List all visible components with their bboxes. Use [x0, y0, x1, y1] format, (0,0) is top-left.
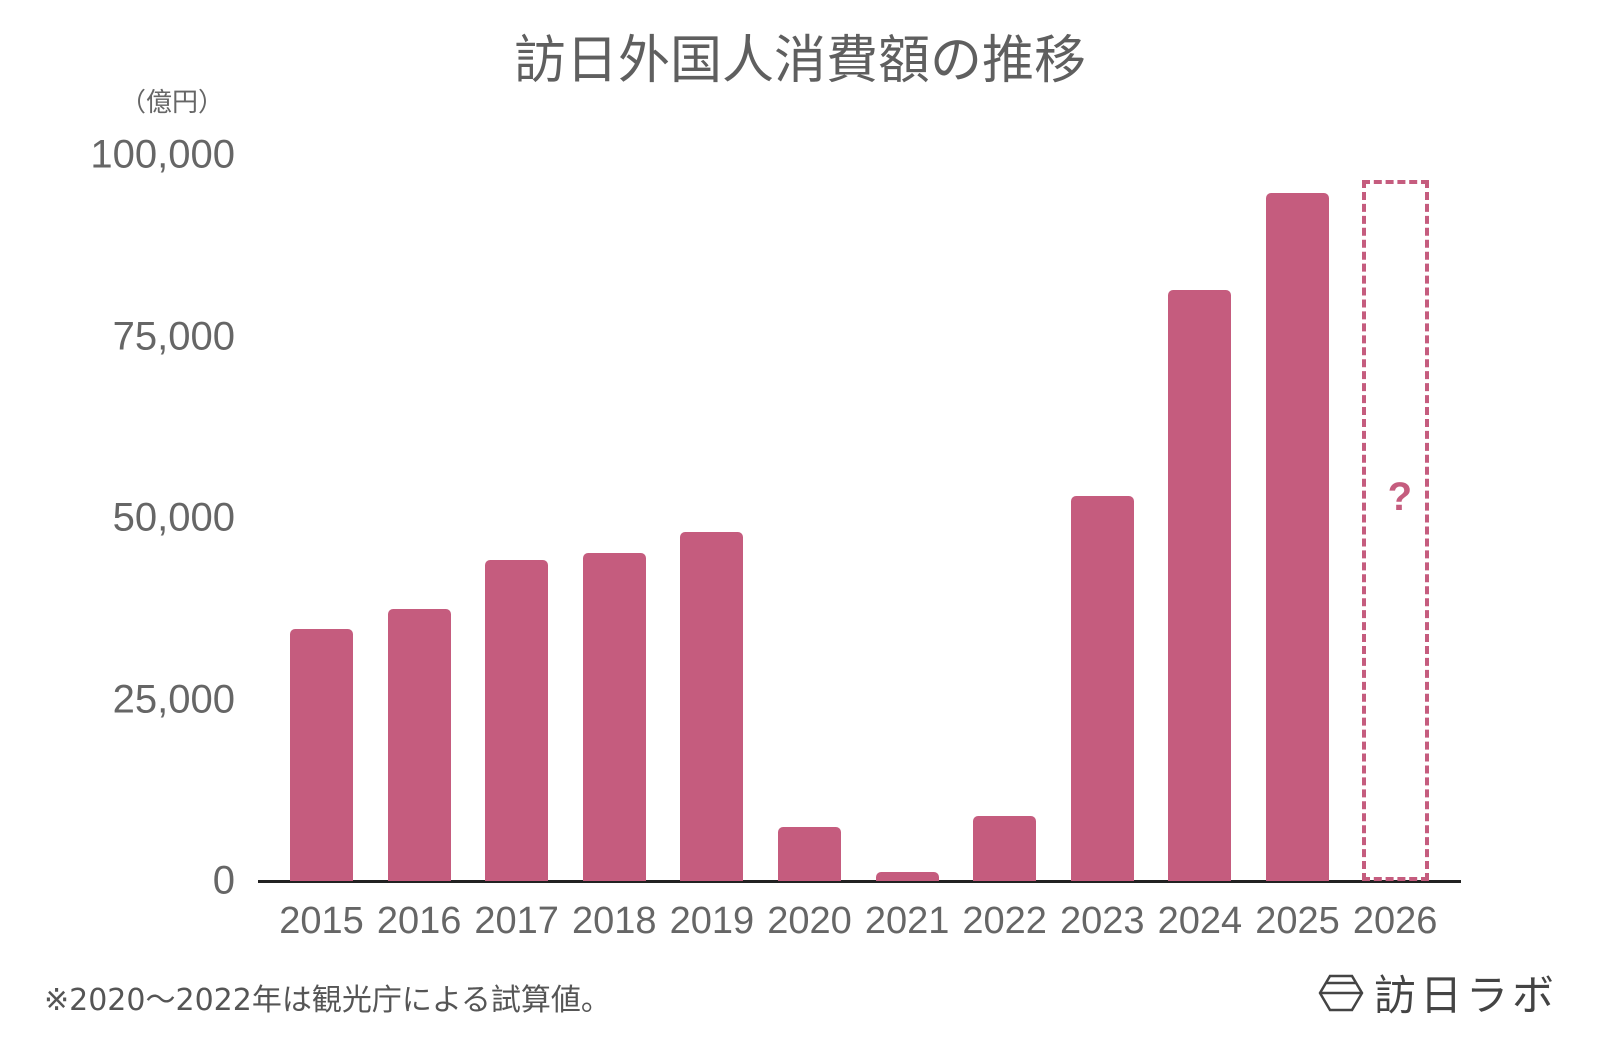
x-tick-label: 2024 — [1157, 900, 1243, 942]
x-tick-label: 2023 — [1060, 900, 1145, 942]
x-tick-label: 2018 — [572, 900, 657, 942]
unknown-value-marker: ? — [1387, 475, 1413, 519]
x-tick-label: 2022 — [962, 900, 1047, 942]
brand-logo: 訪日ラボ — [1318, 962, 1558, 1023]
bar-2016 — [387, 608, 451, 881]
bar-2015 — [290, 628, 353, 881]
y-tick-label: 50,000 — [112, 495, 235, 540]
y-tick-label: 0 — [212, 858, 235, 903]
brand-name: 訪日ラボ — [1374, 971, 1559, 1020]
bar-2024 — [1168, 290, 1232, 881]
x-tick-label: 2019 — [669, 900, 755, 942]
x-tick-label: 2017 — [474, 900, 559, 942]
chart-title: 訪日外国人消費額の推移 — [513, 31, 1086, 91]
x-axis-line — [258, 880, 1461, 883]
bar-2020 — [778, 826, 841, 881]
x-tick-label: 2015 — [279, 900, 364, 942]
bar-2022 — [973, 815, 1037, 881]
x-tick-label: 2021 — [864, 900, 950, 942]
hexagon-logo-icon — [1318, 974, 1364, 1011]
x-tick-label: 2026 — [1352, 900, 1438, 942]
x-tick-label: 2016 — [376, 900, 462, 942]
y-tick-label: 100,000 — [90, 132, 235, 177]
bar-2019 — [680, 531, 744, 881]
y-tick-label: 25,000 — [112, 677, 235, 721]
y-axis-unit-label: （億円） — [120, 88, 225, 118]
bar-2017 — [485, 560, 549, 881]
x-tick-label: 2020 — [767, 900, 852, 942]
bar-2018 — [582, 552, 646, 881]
placeholder-bar-2026 — [1361, 180, 1429, 881]
footnote: ※2020〜2022年は観光庁による試算値。 — [44, 983, 611, 1018]
bar-2025 — [1266, 193, 1329, 881]
bar-2023 — [1070, 495, 1134, 881]
y-tick-label: 75,000 — [112, 314, 235, 358]
bar-2021 — [875, 872, 939, 881]
x-tick-label: 2025 — [1255, 900, 1340, 942]
